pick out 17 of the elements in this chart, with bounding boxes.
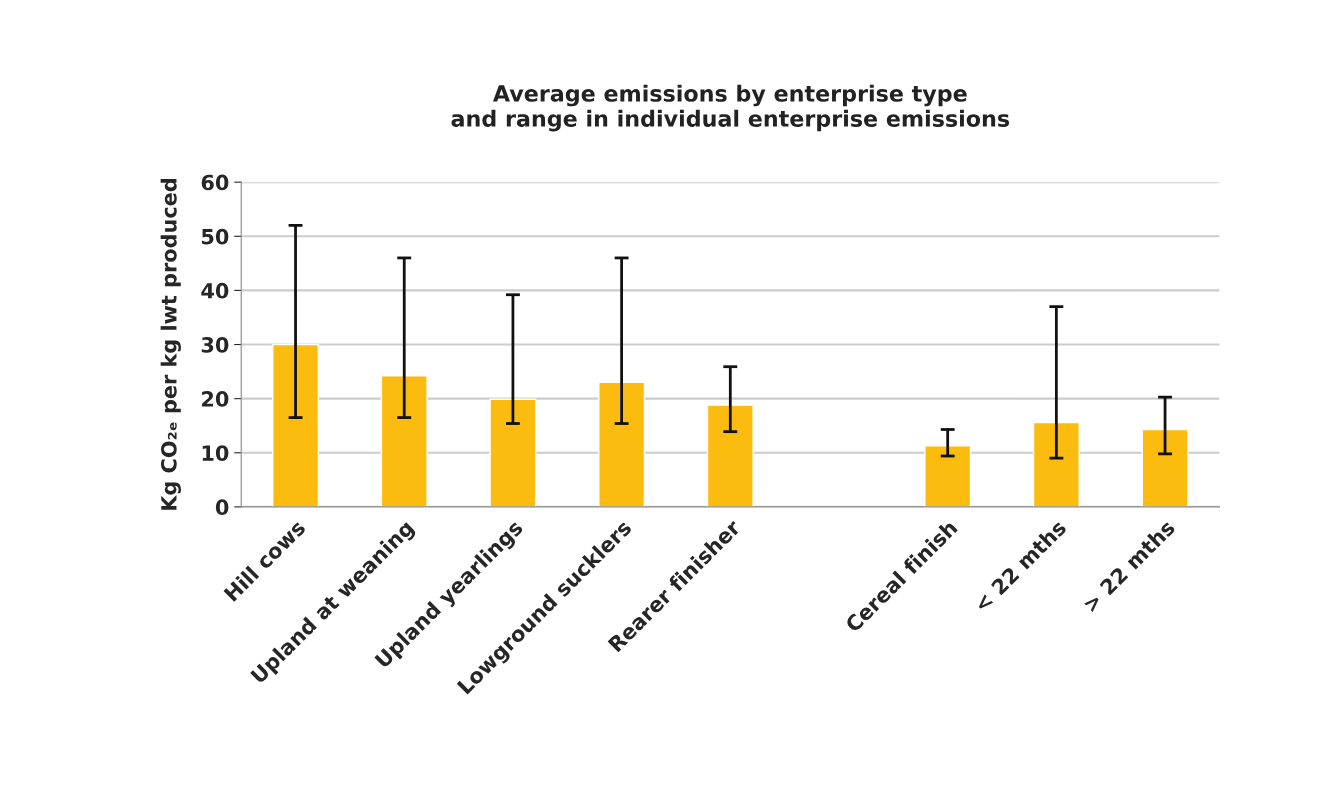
bar xyxy=(380,375,428,507)
y-tick-label: 30 xyxy=(201,336,229,353)
y-tick-label: 0 xyxy=(215,499,229,516)
y-tick-label: 50 xyxy=(202,228,229,245)
y-tick-label: 40 xyxy=(201,282,229,299)
bar xyxy=(598,381,646,507)
bar xyxy=(489,398,537,507)
y-tick-label: 10 xyxy=(202,445,229,461)
chart-title: Average emissions by enterprise type and range in individual enterprise emissions xyxy=(451,84,1010,132)
y-axis-title: Kg CO₂ₑ per kg lwt produced xyxy=(160,179,181,510)
bar xyxy=(272,343,320,507)
bar xyxy=(706,404,754,507)
bar xyxy=(924,445,972,507)
bar xyxy=(1141,428,1189,507)
bar xyxy=(1032,421,1080,507)
y-tick-label: 60 xyxy=(201,174,229,191)
y-tick-label: 20 xyxy=(202,391,229,407)
